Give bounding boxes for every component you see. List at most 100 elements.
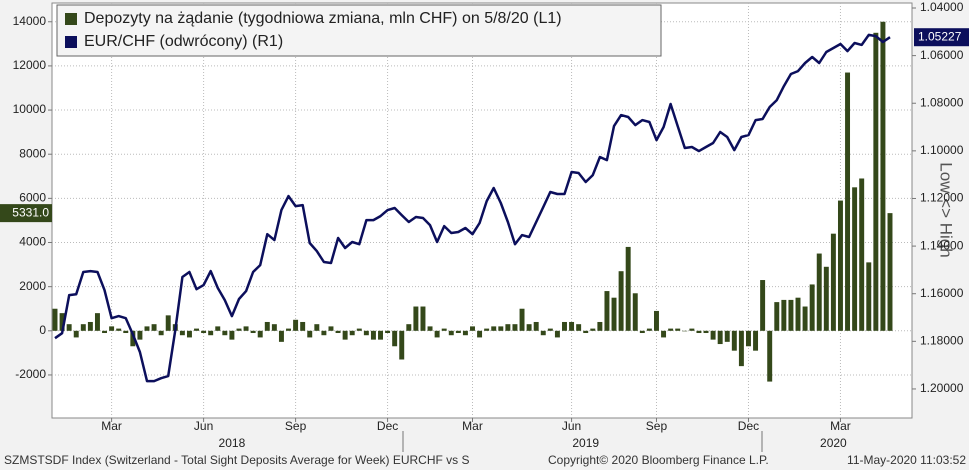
bar [717, 330, 723, 345]
bar [448, 330, 454, 336]
bar [158, 330, 164, 336]
bar [52, 308, 58, 331]
legend-swatch [65, 36, 77, 48]
bar [73, 330, 79, 338]
bar [540, 330, 546, 336]
bar [703, 330, 709, 334]
bar [222, 330, 228, 336]
y2-tick-label: 1.04000 [920, 0, 964, 14]
bar [519, 308, 525, 331]
bar [830, 233, 836, 331]
bar [668, 328, 674, 331]
bar [710, 330, 716, 340]
bar [625, 246, 631, 331]
bar [66, 324, 72, 331]
bar [696, 330, 702, 334]
bar [59, 313, 65, 331]
bar [144, 326, 150, 331]
bar [363, 330, 369, 336]
bar [738, 330, 744, 367]
y-tick-label: 10000 [13, 102, 47, 116]
bar [179, 330, 185, 336]
bar [342, 330, 348, 340]
bar [562, 321, 567, 331]
bar [293, 319, 299, 331]
bar [724, 330, 730, 342]
line [54, 33, 891, 383]
bar [533, 321, 539, 331]
x-tick-label: Jun [562, 419, 581, 433]
bar [646, 328, 652, 331]
bar [689, 328, 695, 331]
bar [767, 330, 773, 382]
bar [887, 213, 893, 331]
bar [236, 328, 242, 331]
x-year-label: 2020 [820, 436, 847, 450]
bar [583, 330, 589, 334]
bar [314, 324, 320, 331]
bar [87, 321, 93, 331]
bar [399, 330, 405, 360]
footer-timestamp: 11-May-2020 11:03:52 [847, 453, 966, 467]
x-tick-label: Mar [101, 419, 122, 433]
bar [823, 266, 829, 331]
bar [420, 306, 426, 331]
legend-box [56, 4, 662, 57]
bar [498, 326, 504, 331]
bar [349, 330, 355, 336]
bar [80, 324, 86, 331]
y2-tick-label: 1.14000 [920, 238, 964, 252]
y2-tick-label: 1.20000 [920, 381, 964, 395]
x-year-label: 2018 [219, 436, 246, 450]
last-value-box [914, 28, 969, 47]
bar [675, 328, 681, 331]
bar [137, 330, 143, 340]
bar [632, 293, 638, 331]
legend-label: EUR/CHF (odwrócony) (R1) [84, 33, 283, 50]
bar [837, 200, 843, 331]
bar [760, 280, 766, 331]
y2-tick-label: 1.12000 [920, 191, 964, 205]
last-value-label: 5331.0 [12, 205, 49, 219]
y-tick-label: 4000 [19, 235, 46, 249]
bar [774, 302, 780, 331]
bar [243, 326, 249, 331]
bar [215, 326, 221, 331]
bar [116, 328, 122, 331]
bar [873, 32, 879, 331]
bar [455, 330, 461, 334]
bar [554, 330, 560, 338]
bar [123, 330, 129, 334]
y-tick-label: 0 [39, 323, 46, 337]
bar [378, 330, 383, 340]
bar [753, 330, 759, 351]
bar [413, 306, 419, 331]
bar [356, 328, 362, 331]
legend-label: Depozyty na żądanie (tygodniowa zmiana, … [84, 10, 562, 27]
x-tick-label: Mar [462, 419, 483, 433]
bar [406, 324, 412, 331]
bar [208, 330, 214, 336]
bar [880, 21, 886, 331]
footer-copyright: Copyright© 2020 Bloomberg Finance L.P. [548, 453, 769, 467]
footer-source: SZMSTSDF Index (Switzerland - Total Sigh… [4, 453, 470, 467]
bar [505, 324, 511, 331]
last-value-label: 1.05227 [918, 29, 962, 43]
bar [385, 330, 391, 334]
y2-tick-label: 1.08000 [920, 95, 964, 109]
bar [194, 328, 200, 331]
bar [130, 330, 136, 347]
bar [286, 328, 291, 331]
x-year-label: 2019 [572, 436, 599, 450]
bar [307, 330, 313, 338]
bar [328, 326, 334, 331]
y-tick-label: 2000 [19, 279, 46, 293]
bar [682, 330, 688, 332]
bar [781, 299, 787, 331]
bar [654, 310, 659, 331]
bar [512, 324, 518, 331]
bar [731, 330, 737, 351]
bar [590, 328, 596, 331]
